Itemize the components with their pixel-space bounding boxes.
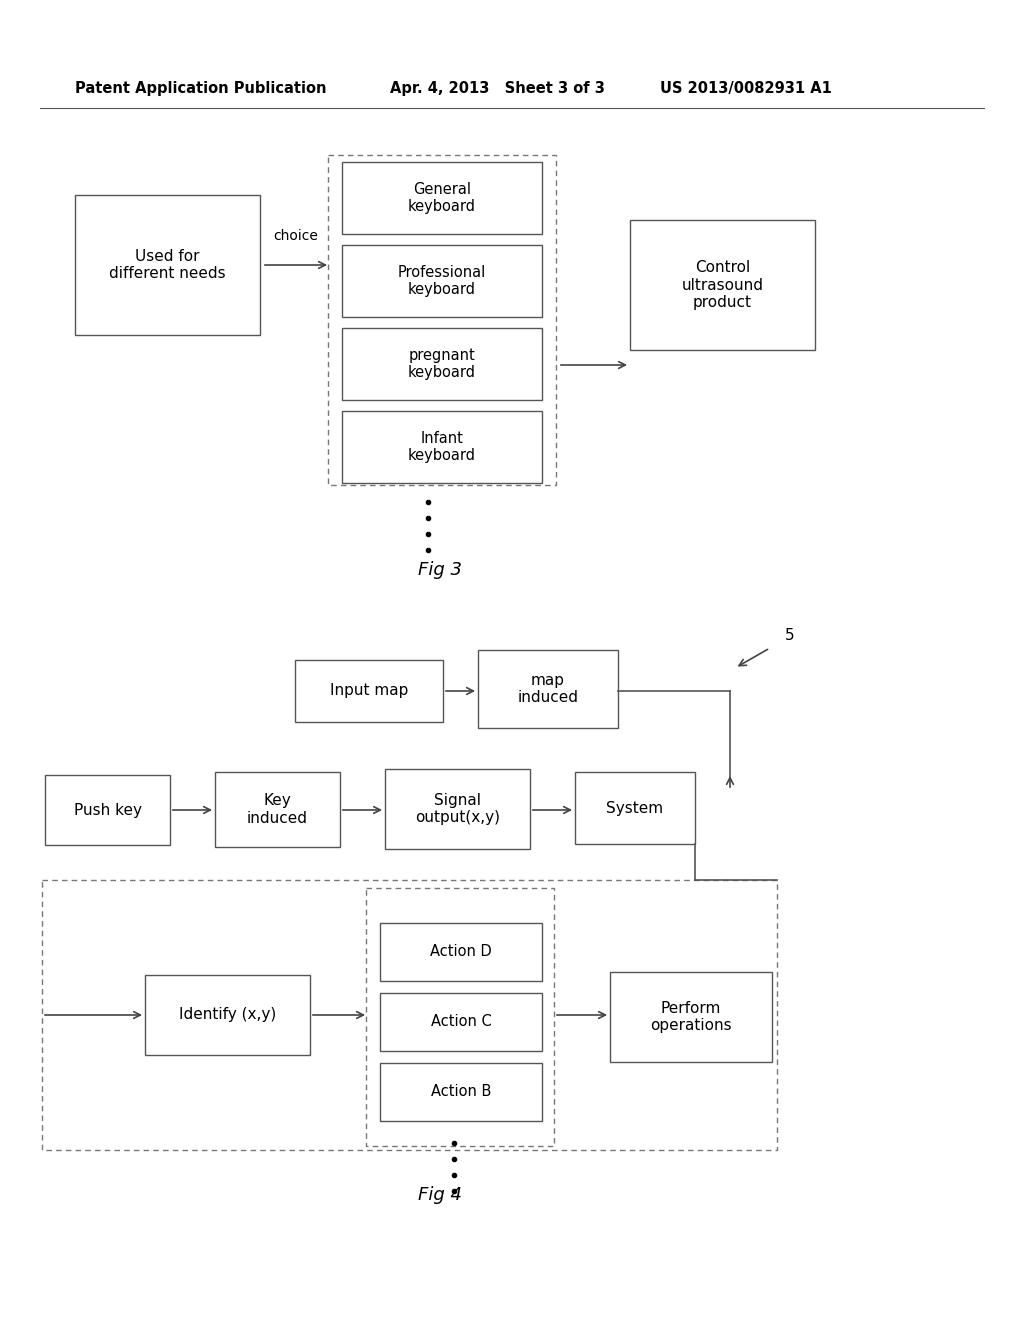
Text: Perform
operations: Perform operations <box>650 1001 732 1034</box>
FancyBboxPatch shape <box>328 154 556 484</box>
Text: General
keyboard: General keyboard <box>408 182 476 214</box>
FancyBboxPatch shape <box>42 880 777 1150</box>
FancyBboxPatch shape <box>610 972 772 1063</box>
Text: Action B: Action B <box>431 1085 492 1100</box>
FancyBboxPatch shape <box>342 162 542 234</box>
FancyBboxPatch shape <box>385 770 530 849</box>
FancyBboxPatch shape <box>380 1063 542 1121</box>
Text: Fig 4: Fig 4 <box>418 1185 462 1204</box>
FancyBboxPatch shape <box>380 993 542 1051</box>
Text: System: System <box>606 800 664 816</box>
FancyBboxPatch shape <box>295 660 443 722</box>
FancyBboxPatch shape <box>342 411 542 483</box>
FancyBboxPatch shape <box>630 220 815 350</box>
FancyBboxPatch shape <box>478 649 618 729</box>
FancyBboxPatch shape <box>45 775 170 845</box>
FancyBboxPatch shape <box>342 246 542 317</box>
Text: map
induced: map induced <box>517 673 579 705</box>
Text: Control
ultrasound
product: Control ultrasound product <box>682 260 764 310</box>
FancyBboxPatch shape <box>342 327 542 400</box>
Text: Action D: Action D <box>430 945 492 960</box>
FancyBboxPatch shape <box>145 975 310 1055</box>
Text: Signal
output(x,y): Signal output(x,y) <box>415 793 500 825</box>
Text: Infant
keyboard: Infant keyboard <box>408 430 476 463</box>
Text: Professional
keyboard: Professional keyboard <box>398 265 486 297</box>
Text: US 2013/0082931 A1: US 2013/0082931 A1 <box>660 81 831 95</box>
Text: pregnant
keyboard: pregnant keyboard <box>408 347 476 380</box>
FancyBboxPatch shape <box>575 772 695 843</box>
FancyBboxPatch shape <box>366 888 554 1146</box>
Text: Fig 3: Fig 3 <box>418 561 462 579</box>
Text: Patent Application Publication: Patent Application Publication <box>75 81 327 95</box>
Text: Action C: Action C <box>431 1015 492 1030</box>
Text: Identify (x,y): Identify (x,y) <box>179 1007 276 1023</box>
Text: Used for
different needs: Used for different needs <box>110 248 226 281</box>
FancyBboxPatch shape <box>215 772 340 847</box>
FancyBboxPatch shape <box>380 923 542 981</box>
Text: Input map: Input map <box>330 684 409 698</box>
Text: Apr. 4, 2013   Sheet 3 of 3: Apr. 4, 2013 Sheet 3 of 3 <box>390 81 605 95</box>
Text: Push key: Push key <box>74 803 141 817</box>
Text: choice: choice <box>273 228 318 243</box>
Text: 5: 5 <box>785 627 795 643</box>
Text: Key
induced: Key induced <box>247 793 308 826</box>
FancyBboxPatch shape <box>75 195 260 335</box>
